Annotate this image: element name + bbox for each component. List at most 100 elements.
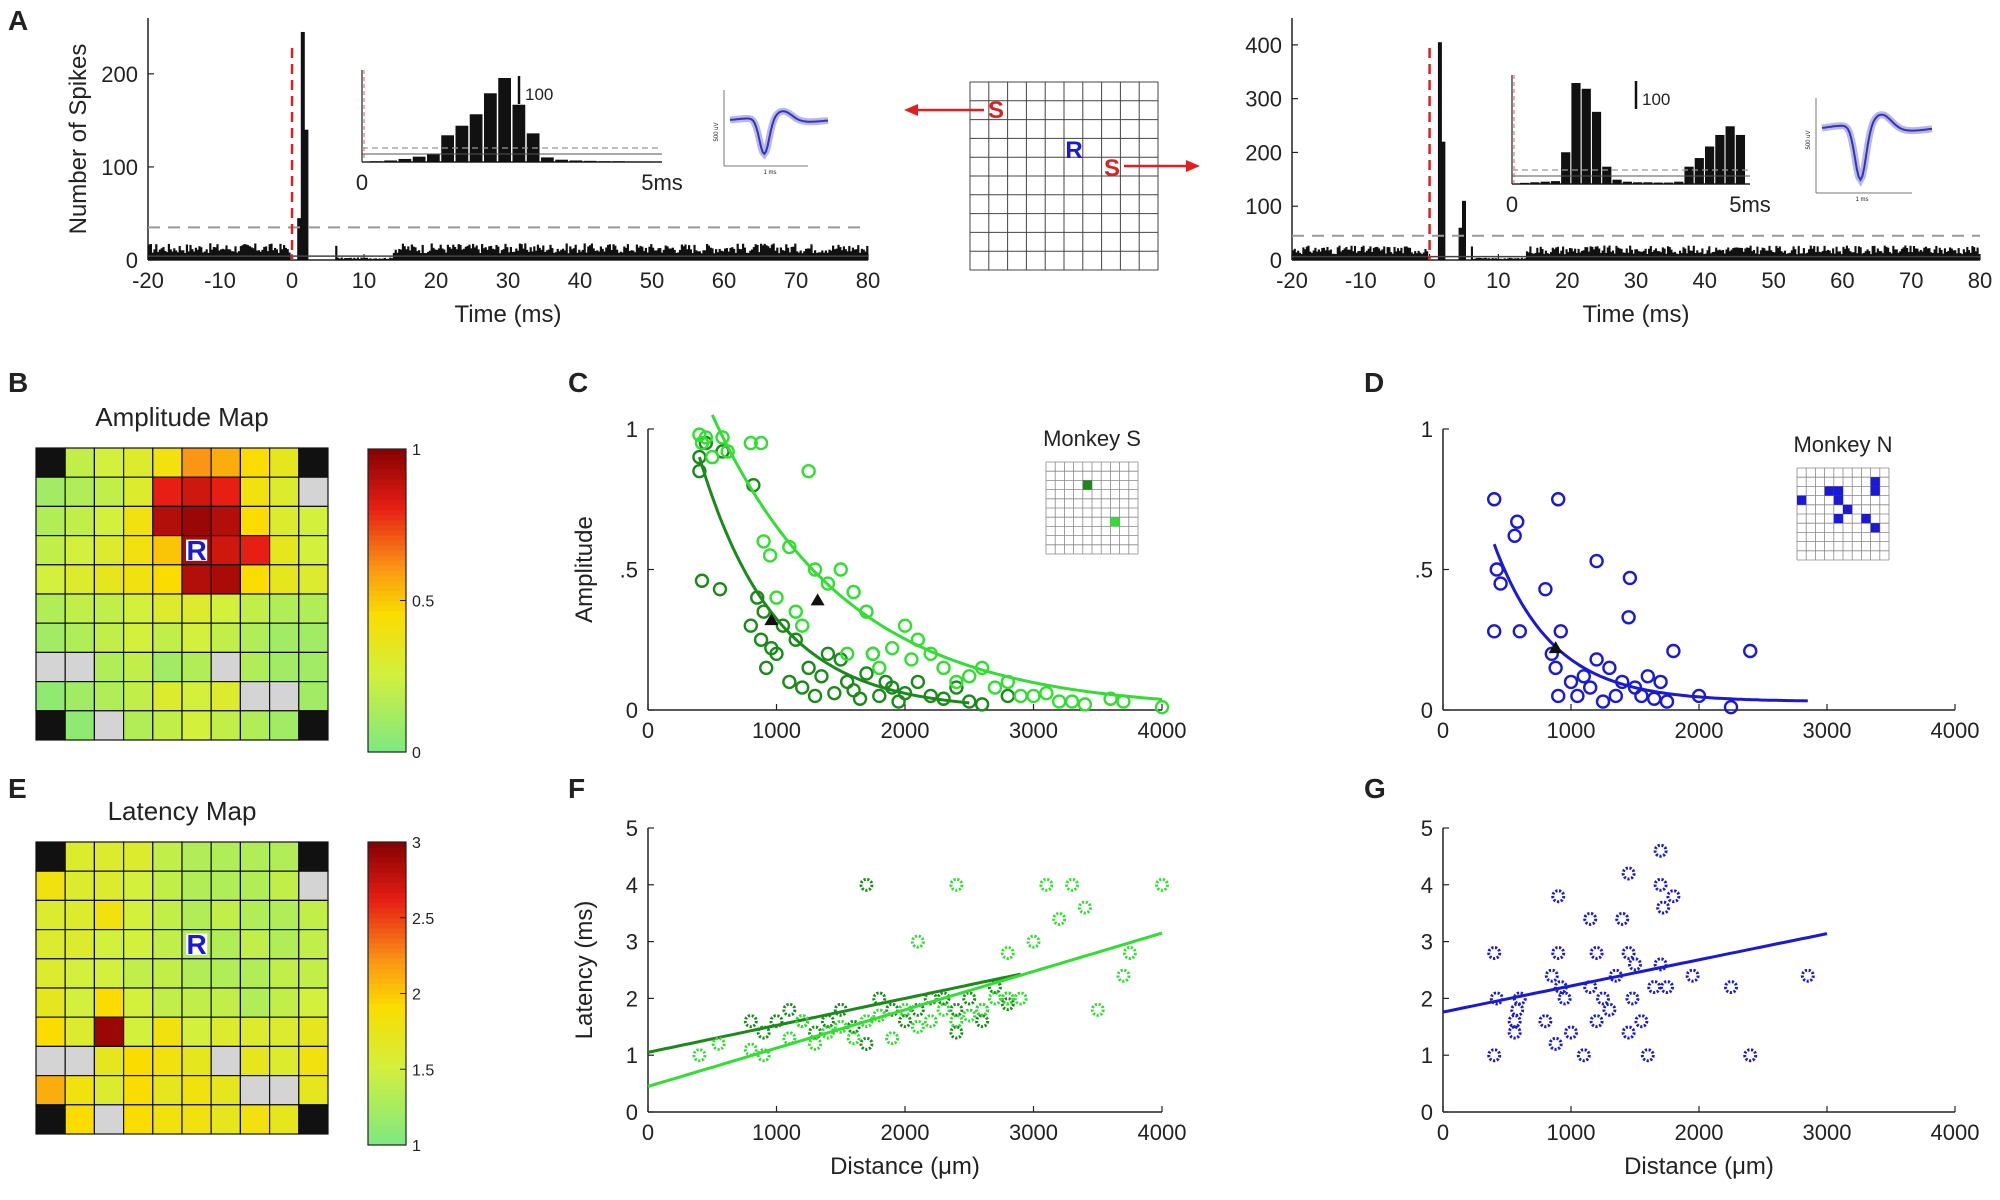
heatmap-cell <box>152 564 183 595</box>
histogram-bar <box>1565 249 1568 260</box>
mini-grid-electrode <box>1833 514 1843 524</box>
colorbar-segment <box>368 887 406 894</box>
heatmap-cell <box>93 1104 125 1135</box>
x-tick-label: 30 <box>496 268 520 293</box>
histogram-bar <box>1293 248 1296 260</box>
data-point <box>1538 1014 1553 1029</box>
histogram-bar <box>614 245 617 260</box>
y-tick-label: 0 <box>1421 1100 1433 1125</box>
heatmap-cell <box>239 928 271 960</box>
histogram-bar <box>1381 249 1384 260</box>
heatmap-cell <box>93 870 125 902</box>
histogram-bar <box>1718 249 1721 260</box>
panel-label-g: G <box>1364 773 1386 804</box>
mini-grid-electrode <box>1824 486 1834 496</box>
heatmap-cell <box>64 593 95 624</box>
histogram-bar <box>688 245 691 260</box>
heatmap-cell <box>181 505 212 537</box>
heatmap-cell <box>152 987 183 1018</box>
histogram-bar <box>517 250 520 260</box>
colorbar-segment <box>368 1134 406 1141</box>
histogram-bar <box>583 243 586 260</box>
histogram-bar <box>664 245 667 260</box>
histogram-bar <box>200 247 203 260</box>
heatmap-cell <box>269 476 300 508</box>
data-point <box>872 660 887 676</box>
heatmap-cell <box>152 651 183 683</box>
histogram-bar <box>1350 245 1353 260</box>
histogram-bar <box>630 250 633 260</box>
heatmap-cell <box>298 710 329 741</box>
histogram-bar <box>569 246 572 260</box>
heatmap-cell <box>210 680 241 712</box>
data-point <box>807 562 823 577</box>
data-point <box>898 1014 912 1029</box>
colorbar-segment <box>368 917 406 924</box>
histogram-bar <box>1341 250 1344 260</box>
heatmap-cell <box>181 651 212 683</box>
waveform-scale-x-label: 1 ms <box>1855 197 1868 203</box>
colorbar-segment <box>368 640 406 647</box>
histogram-bar <box>1393 246 1396 260</box>
inset-scale-label: 100 <box>1642 90 1670 109</box>
histogram-bar <box>821 250 824 260</box>
histogram-bar <box>1580 250 1584 260</box>
data-point <box>949 1025 964 1040</box>
inset-scale-label: 100 <box>525 85 553 104</box>
data-point <box>788 632 803 647</box>
data-point <box>1625 991 1640 1006</box>
mini-grid-electrode <box>1833 486 1843 496</box>
histogram-bar <box>1689 250 1692 260</box>
histogram-bar <box>659 248 662 260</box>
heatmap-cell <box>239 1045 271 1077</box>
fit-curve <box>647 972 1021 1054</box>
histogram-bar <box>1577 248 1580 260</box>
heatmap-cell <box>122 841 154 872</box>
histogram-bar <box>1496 258 1499 260</box>
histogram-bar <box>1916 248 1919 260</box>
histogram-bar <box>1642 250 1645 260</box>
data-point <box>846 584 861 600</box>
x-tick-label: 4000 <box>1138 718 1187 743</box>
heatmap-cell <box>210 447 241 478</box>
histogram-bar <box>841 250 844 260</box>
colorbar-segment <box>368 464 406 470</box>
histogram-bar <box>227 249 230 260</box>
data-point <box>949 1002 964 1017</box>
data-point <box>1653 674 1668 690</box>
heatmap-cell <box>210 987 241 1018</box>
histogram-bar <box>1857 246 1860 260</box>
histogram-bar <box>1974 251 1977 260</box>
heatmap-cell <box>93 841 125 872</box>
histogram-bar <box>245 244 248 260</box>
colorbar-segment <box>368 1129 406 1136</box>
histogram-bar <box>1340 251 1343 260</box>
heatmap-cell <box>64 505 95 537</box>
histogram-bar <box>464 246 467 260</box>
heatmap-cell <box>35 622 66 654</box>
histogram-bar <box>1783 250 1787 260</box>
histogram-bar <box>162 247 165 260</box>
histogram-bar <box>1328 250 1331 260</box>
x-tick-label: 0 <box>1437 718 1449 743</box>
histogram-bar <box>610 249 613 260</box>
panel-label-d: D <box>1364 367 1384 398</box>
histogram-bar <box>623 246 626 260</box>
histogram-bar <box>1895 249 1898 260</box>
histogram-bar <box>679 250 682 260</box>
inset-bar <box>1571 83 1581 184</box>
heatmap-cell <box>64 958 95 989</box>
marker-triangle <box>1548 641 1563 654</box>
colorbar-tick-label: 1 <box>412 442 421 459</box>
histogram-bar <box>1639 251 1642 260</box>
heatmap-cell <box>239 505 271 537</box>
data-point <box>1039 877 1054 892</box>
heatmap-cell <box>269 870 300 902</box>
histogram-bar <box>196 249 199 260</box>
histogram-bar <box>1484 257 1487 260</box>
heatmap-cell <box>181 958 212 989</box>
histogram-bar <box>272 250 275 260</box>
colorbar-segment <box>368 907 406 914</box>
data-point <box>801 463 816 479</box>
data-point <box>1576 1048 1591 1063</box>
